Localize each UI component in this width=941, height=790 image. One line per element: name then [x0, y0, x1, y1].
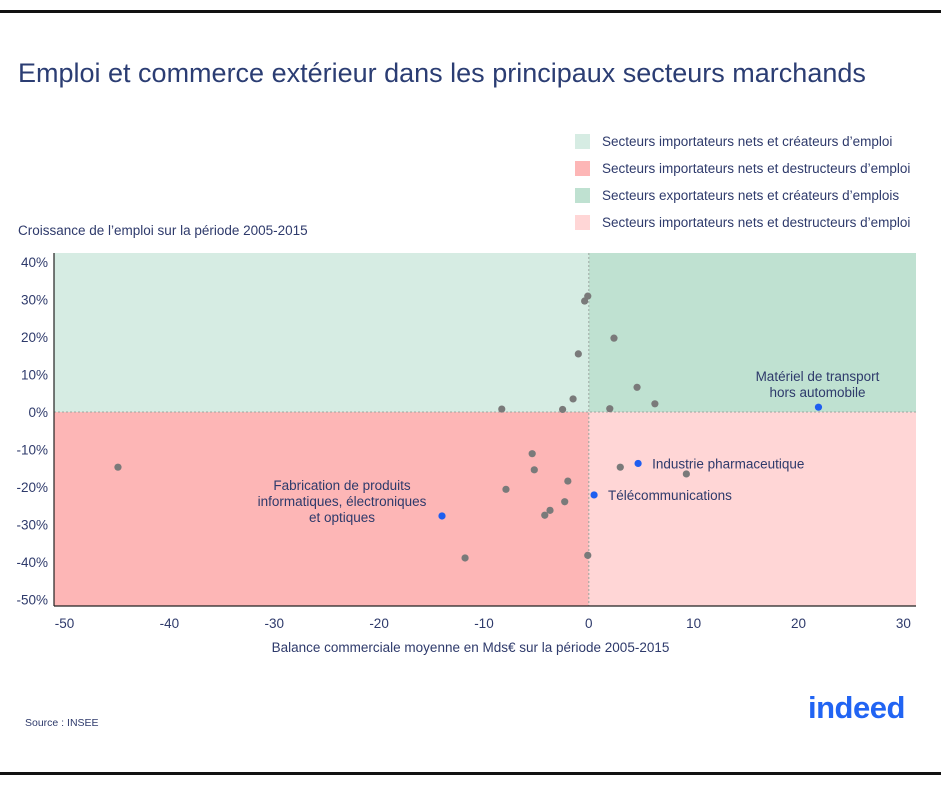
annotation-label: Matériel de transport [756, 369, 880, 384]
logo-text: indeed [808, 690, 905, 725]
y-tick-label: -10% [16, 443, 48, 458]
quadrant-top-right [588, 253, 916, 413]
y-tick-label: 30% [21, 293, 48, 308]
data-point [581, 297, 589, 305]
legend-swatch [575, 161, 590, 176]
legend-label: Secteurs exportateurs nets et créateurs … [602, 188, 900, 203]
x-tick-label: -30 [264, 616, 284, 631]
annotation-label: Industrie pharmaceutique [652, 456, 804, 471]
legend-label: Secteurs importateurs nets et destructeu… [602, 161, 911, 176]
y-tick-label: -40% [16, 555, 48, 570]
data-point [606, 405, 614, 413]
source-note: Source : INSEE [25, 717, 99, 729]
quadrant-bottom-left [54, 412, 589, 606]
legend-label: Secteurs importateurs nets et créateurs … [602, 134, 893, 149]
x-axis-label: Balance commerciale moyenne en Mds€ sur … [271, 640, 670, 655]
data-point [546, 506, 554, 514]
data-point [633, 383, 641, 391]
data-point [561, 498, 569, 506]
data-point [461, 554, 469, 562]
legend-swatch [575, 188, 590, 203]
y-tick-label: 10% [21, 368, 48, 383]
indeed-logo: indeed [808, 690, 905, 726]
data-point [610, 334, 618, 342]
highlighted-point [634, 459, 642, 468]
data-point [530, 466, 538, 474]
y-tick-label: -30% [16, 518, 48, 533]
data-point [682, 470, 690, 478]
y-tick-label: -50% [16, 593, 48, 608]
data-point [616, 463, 624, 471]
data-point [498, 405, 506, 413]
y-tick-label: 0% [28, 405, 48, 420]
y-axis-label: Croissance de l’emploi sur la période 20… [18, 223, 308, 238]
x-tick-label: -40 [160, 616, 180, 631]
annotation-label: et optiques [309, 510, 375, 525]
y-tick-label: -20% [16, 480, 48, 495]
highlighted-point [590, 491, 598, 499]
quadrant-bottom-right [588, 412, 916, 606]
data-point [564, 477, 572, 485]
legend: Secteurs importateurs nets et créateurs … [575, 128, 910, 236]
data-point [528, 450, 536, 458]
legend-item: Secteurs exportateurs nets et créateurs … [575, 182, 910, 209]
x-tick-label: 10 [686, 616, 701, 631]
x-tick-label: -20 [369, 616, 389, 631]
legend-item: Secteurs importateurs nets et destructeu… [575, 155, 910, 182]
legend-swatch [575, 215, 590, 230]
data-point [651, 400, 659, 408]
data-point [559, 405, 567, 414]
bottom-rule [0, 772, 941, 775]
data-point [574, 350, 582, 358]
data-point [114, 463, 122, 471]
chart-title: Emploi et commerce extérieur dans les pr… [18, 58, 866, 88]
highlighted-point [438, 512, 446, 520]
annotation-label: Fabrication de produits [273, 478, 411, 493]
annotation-label: hors automobile [769, 385, 865, 400]
data-point [502, 485, 510, 493]
x-tick-label: -10 [474, 616, 494, 631]
data-point [584, 551, 592, 559]
x-tick-label: 20 [791, 616, 806, 631]
y-tick-label: 20% [21, 330, 48, 345]
y-tick-label: 40% [21, 255, 48, 270]
annotation-label: Télécommunications [608, 488, 732, 503]
legend-item: Secteurs importateurs nets et destructeu… [575, 209, 910, 236]
legend-swatch [575, 134, 590, 149]
highlighted-point [814, 403, 823, 411]
x-tick-label: 30 [896, 616, 911, 631]
legend-label: Secteurs importateurs nets et destructeu… [602, 215, 911, 230]
annotation-label: informatiques, électroniques [258, 494, 427, 509]
x-tick-label: -50 [55, 616, 75, 631]
data-point [541, 511, 549, 519]
top-rule [0, 10, 941, 13]
data-point [569, 395, 577, 403]
legend-item: Secteurs importateurs nets et créateurs … [575, 128, 910, 155]
quadrant-top-left [54, 253, 589, 413]
x-tick-label: 0 [585, 616, 593, 631]
